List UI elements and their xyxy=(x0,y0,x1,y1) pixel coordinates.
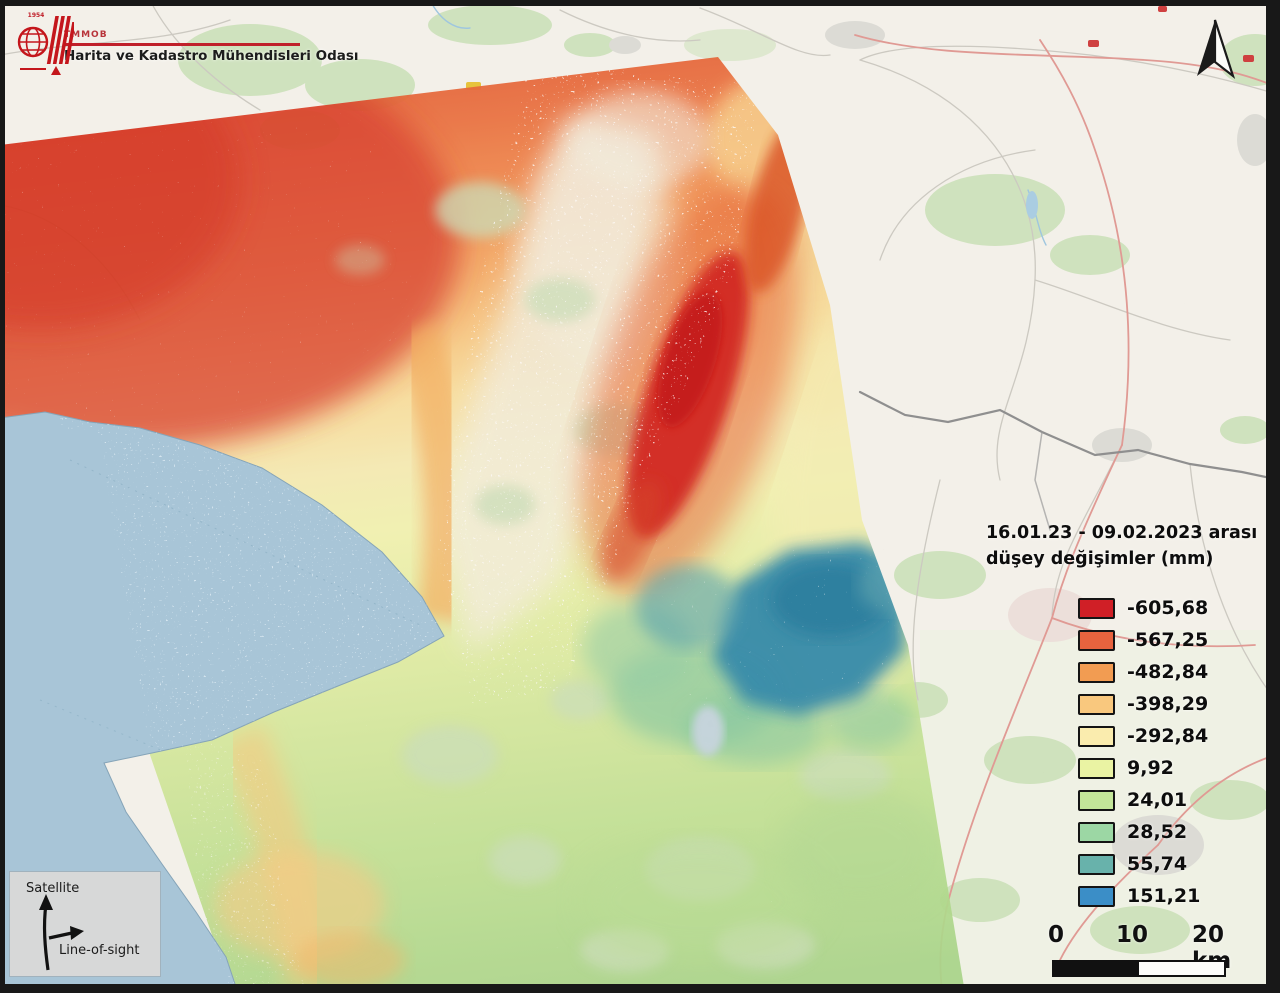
legend-row: 28,52 xyxy=(1078,816,1257,848)
org-name-title: Harita ve Kadastro Mühendisleri Odası xyxy=(64,47,359,64)
legend-swatch xyxy=(1078,789,1115,811)
legend: 16.01.23 - 09.02.2023 arası düşey değişi… xyxy=(986,520,1257,912)
legend-swatch xyxy=(1078,885,1115,907)
line-of-sight-label: Line-of-sight xyxy=(59,943,140,958)
legend-swatch xyxy=(1078,693,1115,715)
legend-swatch xyxy=(1078,597,1115,619)
legend-row: 24,01 xyxy=(1078,784,1257,816)
legend-swatch xyxy=(1078,757,1115,779)
emblem-triangle xyxy=(51,66,61,75)
north-arrow-icon xyxy=(1197,19,1236,80)
legend-value: 9,92 xyxy=(1127,757,1174,779)
legend-row: -482,84 xyxy=(1078,656,1257,688)
hkmo-logo: 1954 xyxy=(16,12,74,75)
legend-title-line1: 16.01.23 - 09.02.2023 arası xyxy=(986,523,1258,543)
scale-bar: 0 10 20 km xyxy=(1040,922,1250,982)
legend-row: -398,29 xyxy=(1078,688,1257,720)
org-divider xyxy=(64,43,300,46)
legend-swatch xyxy=(1078,853,1115,875)
scale-tick-0: 0 xyxy=(1048,922,1065,948)
legend-value: 28,52 xyxy=(1127,821,1188,843)
legend-value: -605,68 xyxy=(1127,597,1209,619)
header: 1954 TMMOB Harita ve Kadastro Mühendisle… xyxy=(16,12,359,75)
org-abbreviation: TMMOB xyxy=(64,30,108,40)
legend-title: 16.01.23 - 09.02.2023 arası düşey değişi… xyxy=(986,520,1257,572)
scale-bar-black-half xyxy=(1054,962,1139,975)
scale-bar-graphic xyxy=(1052,960,1226,977)
legend-swatch xyxy=(1078,629,1115,651)
legend-row: -605,68 xyxy=(1078,592,1257,624)
line-of-sight-box: Satellite Line-of-sight xyxy=(10,872,160,976)
legend-swatch xyxy=(1078,821,1115,843)
legend-row: 9,92 xyxy=(1078,752,1257,784)
legend-swatch xyxy=(1078,725,1115,747)
legend-value: -567,25 xyxy=(1127,629,1209,651)
satellite-label: Satellite xyxy=(26,881,80,896)
legend-value: 24,01 xyxy=(1127,789,1188,811)
legend-swatch xyxy=(1078,661,1115,683)
line-of-sight-arrows-icon xyxy=(39,894,84,971)
legend-value: -398,29 xyxy=(1127,693,1209,715)
legend-rows: -605,68 -567,25 -482,84 -398,29 -292,84 … xyxy=(1078,592,1257,912)
legend-row: -292,84 xyxy=(1078,720,1257,752)
legend-value: -292,84 xyxy=(1127,725,1209,747)
legend-value: 151,21 xyxy=(1127,885,1201,907)
legend-title-line2: düşey değişimler (mm) xyxy=(986,549,1214,569)
logo-year: 1954 xyxy=(27,12,45,19)
scale-tick-10: 10 xyxy=(1116,922,1149,948)
legend-row: -567,25 xyxy=(1078,624,1257,656)
hkmo-globe-emblem-icon xyxy=(17,16,74,75)
legend-value: 55,74 xyxy=(1127,853,1188,875)
legend-value: -482,84 xyxy=(1127,661,1209,683)
legend-row: 151,21 xyxy=(1078,880,1257,912)
legend-row: 55,74 xyxy=(1078,848,1257,880)
